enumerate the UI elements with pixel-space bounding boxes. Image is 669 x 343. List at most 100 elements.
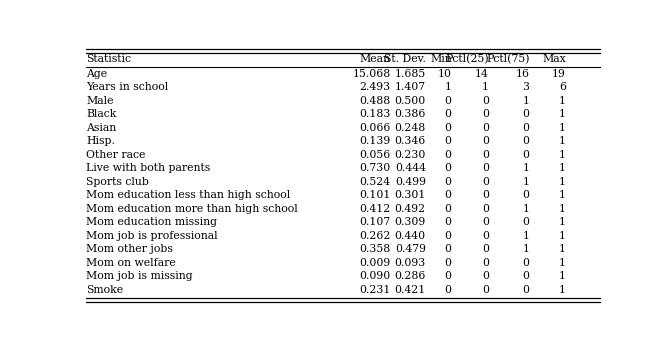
- Text: Mean: Mean: [359, 54, 391, 64]
- Text: 0: 0: [445, 177, 452, 187]
- Text: 15.068: 15.068: [353, 69, 391, 79]
- Text: 1: 1: [559, 109, 566, 119]
- Text: 0.346: 0.346: [395, 137, 426, 146]
- Text: 0: 0: [445, 285, 452, 295]
- Text: 0.066: 0.066: [359, 123, 391, 133]
- Text: 1.407: 1.407: [395, 82, 426, 93]
- Text: Pctl(75): Pctl(75): [486, 54, 530, 64]
- Text: 0: 0: [482, 204, 489, 214]
- Text: 0: 0: [522, 123, 530, 133]
- Text: 0: 0: [445, 217, 452, 227]
- Text: 0: 0: [482, 150, 489, 160]
- Text: 0.286: 0.286: [395, 271, 426, 281]
- Text: 0.412: 0.412: [359, 204, 391, 214]
- Text: 1.685: 1.685: [395, 69, 426, 79]
- Text: Mom on welfare: Mom on welfare: [86, 258, 176, 268]
- Text: 0.500: 0.500: [395, 96, 426, 106]
- Text: Live with both parents: Live with both parents: [86, 164, 211, 174]
- Text: 1: 1: [482, 82, 489, 93]
- Text: 19: 19: [552, 69, 566, 79]
- Text: 0.009: 0.009: [359, 258, 391, 268]
- Text: 1: 1: [522, 164, 530, 174]
- Text: 0.440: 0.440: [395, 231, 426, 241]
- Text: 0: 0: [445, 231, 452, 241]
- Text: 0.386: 0.386: [395, 109, 426, 119]
- Text: 0: 0: [482, 177, 489, 187]
- Text: 1: 1: [559, 217, 566, 227]
- Text: St. Dev.: St. Dev.: [384, 54, 426, 64]
- Text: 1: 1: [522, 231, 530, 241]
- Text: 0.488: 0.488: [359, 96, 391, 106]
- Text: Mom job is professional: Mom job is professional: [86, 231, 218, 241]
- Text: 1: 1: [559, 271, 566, 281]
- Text: 1: 1: [559, 258, 566, 268]
- Text: Other race: Other race: [86, 150, 146, 160]
- Text: 0: 0: [522, 109, 530, 119]
- Text: Mom education missing: Mom education missing: [86, 217, 217, 227]
- Text: 0: 0: [482, 217, 489, 227]
- Text: Mom job is missing: Mom job is missing: [86, 271, 193, 281]
- Text: 0: 0: [482, 285, 489, 295]
- Text: 10: 10: [438, 69, 452, 79]
- Text: 0.183: 0.183: [359, 109, 391, 119]
- Text: Asian: Asian: [86, 123, 116, 133]
- Text: 0: 0: [445, 109, 452, 119]
- Text: 0: 0: [445, 137, 452, 146]
- Text: 0.262: 0.262: [359, 231, 391, 241]
- Text: 0: 0: [522, 190, 530, 200]
- Text: 1: 1: [559, 177, 566, 187]
- Text: 0: 0: [482, 123, 489, 133]
- Text: 0.358: 0.358: [359, 245, 391, 255]
- Text: Smoke: Smoke: [86, 285, 123, 295]
- Text: 1: 1: [559, 123, 566, 133]
- Text: 0: 0: [522, 258, 530, 268]
- Text: 1: 1: [559, 204, 566, 214]
- Text: 0.231: 0.231: [359, 285, 391, 295]
- Text: 0: 0: [522, 150, 530, 160]
- Text: 0: 0: [482, 258, 489, 268]
- Text: 0: 0: [482, 109, 489, 119]
- Text: 3: 3: [522, 82, 530, 93]
- Text: 0.730: 0.730: [359, 164, 391, 174]
- Text: 6: 6: [559, 82, 566, 93]
- Text: 0.499: 0.499: [395, 177, 426, 187]
- Text: 0: 0: [482, 245, 489, 255]
- Text: 0.492: 0.492: [395, 204, 426, 214]
- Text: 1: 1: [559, 190, 566, 200]
- Text: 0.524: 0.524: [359, 177, 391, 187]
- Text: 0: 0: [522, 271, 530, 281]
- Text: 0: 0: [445, 258, 452, 268]
- Text: Mom education less than high school: Mom education less than high school: [86, 190, 290, 200]
- Text: 0.421: 0.421: [395, 285, 426, 295]
- Text: 0: 0: [482, 96, 489, 106]
- Text: 1: 1: [522, 177, 530, 187]
- Text: 1: 1: [559, 150, 566, 160]
- Text: 0.056: 0.056: [359, 150, 391, 160]
- Text: 1: 1: [522, 96, 530, 106]
- Text: 1: 1: [559, 164, 566, 174]
- Text: Mom other jobs: Mom other jobs: [86, 245, 173, 255]
- Text: Min: Min: [430, 54, 452, 64]
- Text: 0: 0: [445, 204, 452, 214]
- Text: 0: 0: [482, 137, 489, 146]
- Text: 1: 1: [522, 204, 530, 214]
- Text: 14: 14: [475, 69, 489, 79]
- Text: 1: 1: [559, 96, 566, 106]
- Text: 0.090: 0.090: [359, 271, 391, 281]
- Text: 0: 0: [522, 137, 530, 146]
- Text: 0.248: 0.248: [395, 123, 426, 133]
- Text: 1: 1: [445, 82, 452, 93]
- Text: 16: 16: [516, 69, 530, 79]
- Text: 0: 0: [482, 231, 489, 241]
- Text: 0: 0: [445, 245, 452, 255]
- Text: 0.107: 0.107: [359, 217, 391, 227]
- Text: 0.444: 0.444: [395, 164, 426, 174]
- Text: Black: Black: [86, 109, 116, 119]
- Text: 0: 0: [522, 285, 530, 295]
- Text: 0.479: 0.479: [395, 245, 426, 255]
- Text: 0: 0: [445, 271, 452, 281]
- Text: 0: 0: [445, 123, 452, 133]
- Text: 0: 0: [482, 164, 489, 174]
- Text: 0: 0: [445, 164, 452, 174]
- Text: 0.309: 0.309: [395, 217, 426, 227]
